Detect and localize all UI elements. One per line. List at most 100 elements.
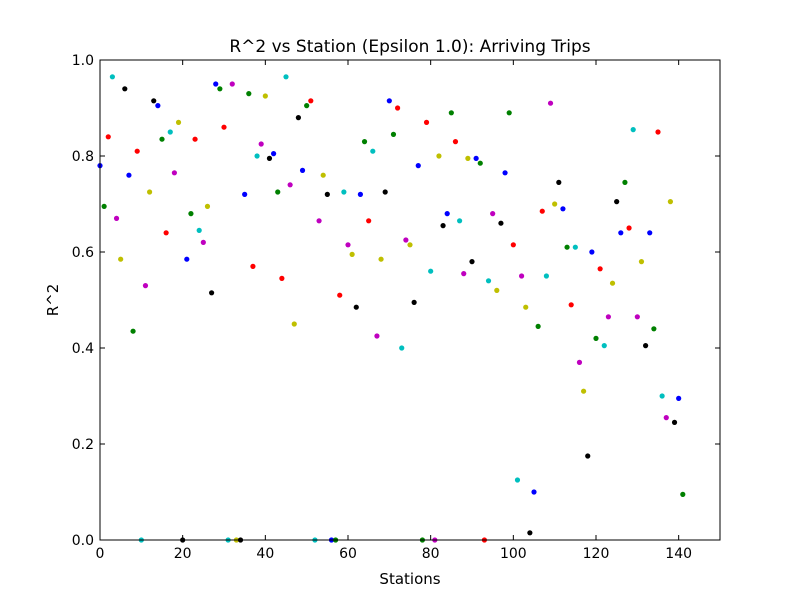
data-point [452,139,459,145]
data-point [585,453,591,459]
data-point [254,153,260,159]
data-point [477,160,483,166]
data-point [469,259,475,265]
data-point [457,218,463,224]
data-point [519,273,525,279]
data-point [638,259,645,265]
data-point [349,251,355,257]
x-axis-label: Stations [379,570,440,588]
data-point [366,218,372,224]
data-point [667,199,674,205]
y-tick-label: 1.0 [72,53,94,69]
data-point [188,211,194,217]
data-point [663,415,669,421]
data-point [246,91,252,97]
x-tick-label: 40 [256,546,274,562]
data-point [109,74,115,80]
data-point [266,155,273,161]
data-point [411,299,417,305]
x-tick-label: 120 [583,546,610,562]
data-point [229,81,235,87]
data-point [324,191,330,197]
data-point [341,189,347,195]
data-point [163,230,169,236]
y-tick-label: 0.6 [72,245,94,261]
x-tick-label: 140 [665,546,692,562]
plot-frame [99,59,721,541]
data-point [287,182,293,188]
data-point [171,170,177,176]
data-point [676,395,682,401]
data-point [415,163,421,169]
data-point [680,491,686,497]
data-point [622,179,628,185]
data-point [399,345,405,351]
data-point [320,172,326,178]
data-point [510,242,516,248]
data-point [502,170,508,176]
ticks-layer: 0 20 40 60 80 100 120 140 0.0 0.2 0.4 0.6 0.8 1.0 [72,53,720,562]
data-point [275,189,281,195]
data-point [436,153,442,159]
data-point [213,81,219,87]
data-point [506,110,512,116]
data-point [490,211,496,217]
y-axis-label: R^2 [44,284,62,317]
data-point [382,189,388,195]
data-point [440,223,446,229]
data-point [361,139,368,145]
data-point [184,256,190,262]
data-point [113,215,120,221]
data-point [523,304,529,310]
data-point [576,359,583,365]
data-point [485,278,492,284]
data-point [204,203,211,209]
data-point [547,100,554,106]
data-point [295,115,301,121]
data-point [118,256,124,262]
data-point [543,273,550,279]
data-point [291,321,297,327]
data-point [217,86,223,92]
data-point [655,129,661,135]
data-point [626,225,632,231]
data-point [271,151,277,157]
data-point [122,86,128,92]
x-tick-label: 20 [174,546,192,562]
data-point [494,287,500,293]
data-point [609,280,616,286]
data-point [390,131,397,137]
data-point [151,98,157,104]
data-point [242,191,248,197]
data-point [262,93,268,99]
data-point [175,119,182,125]
data-point [552,201,558,207]
data-point [659,393,665,399]
data-point [593,335,599,341]
data-point [250,263,256,269]
data-point [370,148,376,154]
data-point [514,477,521,483]
data-point [142,283,149,289]
data-point [316,218,322,224]
data-point [407,242,413,248]
data-point [671,419,678,425]
data-point [147,189,153,195]
data-point [374,333,380,339]
data-point [568,302,574,308]
data-point [279,275,285,281]
data-point [651,326,657,332]
data-point [473,155,479,161]
data-point [539,208,545,214]
data-point [134,148,140,154]
data-point [531,489,537,495]
data-point [304,103,310,109]
data-point [101,203,107,209]
data-point [200,239,206,245]
data-point [378,256,384,262]
data-point [258,141,264,147]
y-tick-label: 0.4 [72,341,94,357]
data-point [527,530,533,536]
data-point [428,268,434,274]
